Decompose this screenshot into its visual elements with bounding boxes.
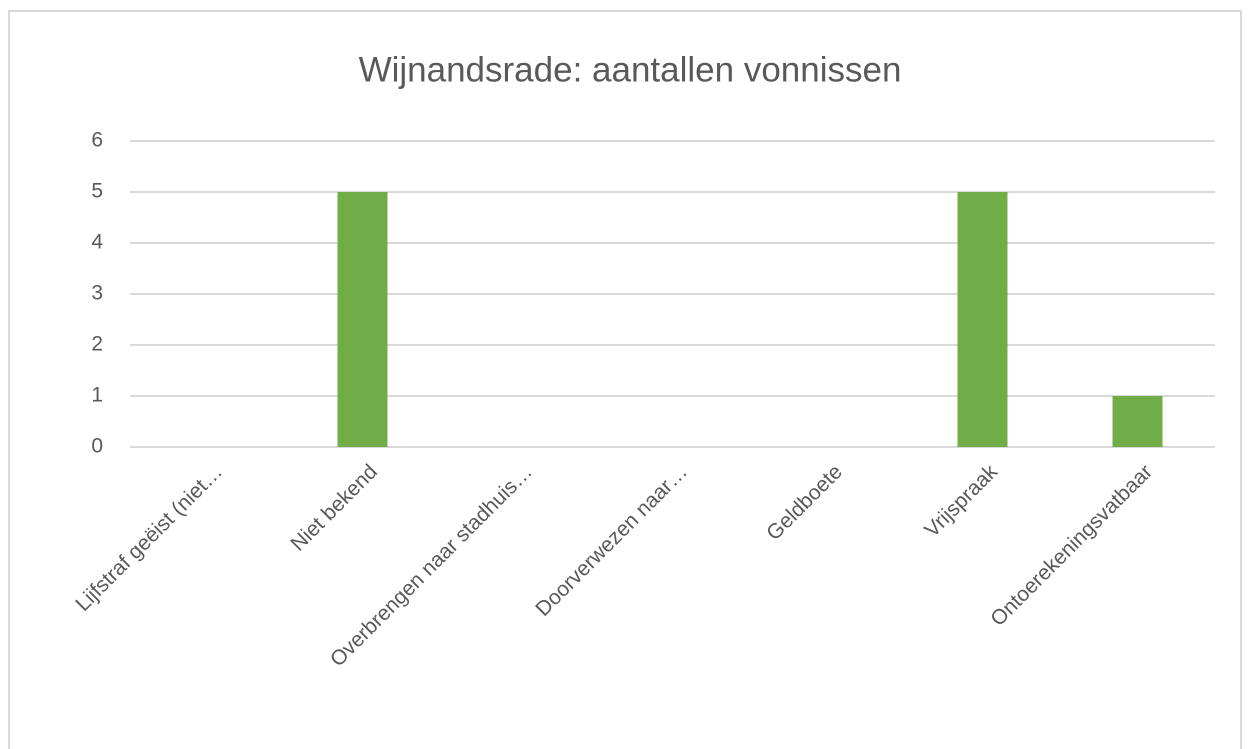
bar [1112, 396, 1163, 447]
y-tick-label: 2 [91, 333, 103, 356]
y-tick-label: 6 [91, 129, 103, 152]
chart-frame [8, 10, 1242, 749]
bar [957, 192, 1008, 447]
y-tick-label: 1 [91, 384, 103, 407]
y-tick-label: 4 [91, 231, 103, 254]
y-tick-label: 0 [91, 435, 103, 458]
chart-title: Wijnandsrade: aantallen vonnissen [359, 50, 902, 89]
y-tick-label: 5 [91, 180, 103, 203]
y-tick-label: 3 [91, 282, 103, 305]
bar [337, 192, 388, 447]
